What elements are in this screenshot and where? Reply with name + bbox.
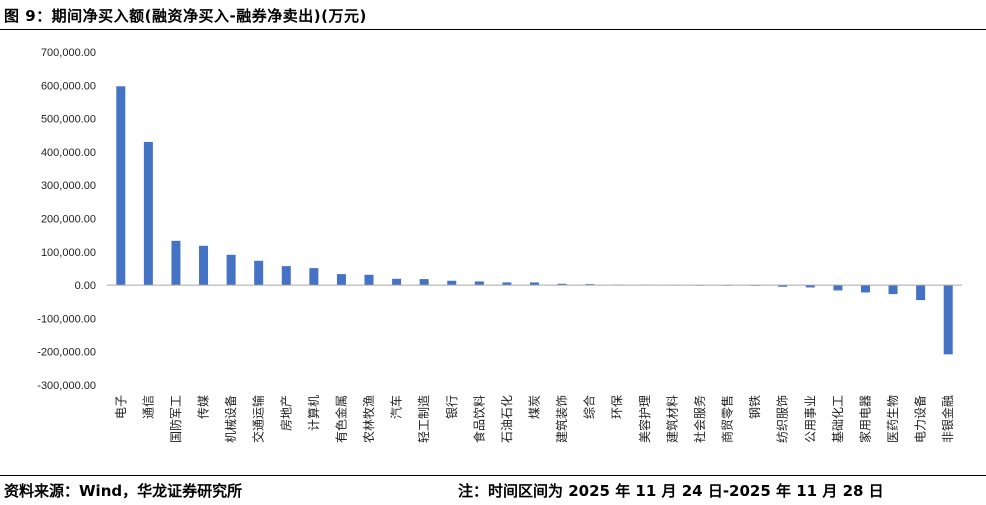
y-tick-label: -100,000.00 <box>37 313 96 325</box>
figure-title: 图 9：期间净买入额(融资净买入-融券净卖出)(万元) <box>4 7 367 25</box>
bottom-rule <box>0 475 986 476</box>
x-tick-label: 建筑装饰 <box>554 395 569 443</box>
y-tick-label: -300,000.00 <box>37 380 96 392</box>
bar-纺织服饰 <box>778 285 788 287</box>
bar-基础化工 <box>833 285 843 291</box>
x-tick-label: 家用电器 <box>857 395 872 443</box>
x-tick-label: 房地产 <box>278 395 293 431</box>
bar-轻工制造 <box>419 279 429 286</box>
x-tick-label: 纺织服饰 <box>776 395 790 443</box>
x-tick-label: 煤炭 <box>528 395 542 419</box>
x-tick-label: 医药生物 <box>886 395 900 443</box>
bar-通信 <box>143 141 153 286</box>
bar-房地产 <box>281 266 291 286</box>
bar-汽车 <box>392 278 402 286</box>
y-tick-label: 400,000.00 <box>41 147 96 159</box>
y-tick-label: 100,000.00 <box>41 247 96 259</box>
x-tick-label: 基础化工 <box>831 395 845 443</box>
x-tick-label: 商贸零售 <box>720 395 735 443</box>
bar-电力设备 <box>916 285 926 301</box>
top-rule <box>0 29 986 30</box>
bar-食品饮料 <box>474 281 484 286</box>
y-tick-label: 500,000.00 <box>41 114 96 126</box>
bar-国防军工 <box>171 240 181 286</box>
bar-石油石化 <box>502 282 512 286</box>
x-tick-label: 有色金属 <box>333 395 348 443</box>
x-tick-label: 综合 <box>582 395 597 419</box>
bar-非银金融 <box>943 285 953 355</box>
x-tick-label: 环保 <box>610 395 624 419</box>
y-tick-label: 0.00 <box>75 280 96 292</box>
x-tick-label: 食品饮料 <box>471 395 486 443</box>
x-tick-label: 建筑材料 <box>664 395 679 443</box>
bar-有色金属 <box>336 274 346 286</box>
x-tick-label: 国防军工 <box>168 395 183 443</box>
x-tick-label: 轻工制造 <box>417 395 431 443</box>
x-tick-label: 交通运输 <box>251 395 266 443</box>
x-tick-label: 电力设备 <box>914 395 928 443</box>
x-tick-label: 非银金融 <box>940 395 955 443</box>
bar-计算机 <box>309 268 319 286</box>
x-tick-label: 公用事业 <box>803 395 817 443</box>
bar-chart: 700,000.00 600,000.00 500,000.00 400,000.00… <box>37 47 962 443</box>
x-tick-label: 农林牧渔 <box>362 395 376 443</box>
x-tick-label: 石油石化 <box>500 395 514 443</box>
bar-建筑装饰 <box>557 283 567 286</box>
x-tick-label: 传媒 <box>196 395 211 419</box>
y-tick-label: 300,000.00 <box>41 180 96 192</box>
y-tick-label: 200,000.00 <box>41 214 96 226</box>
y-tick-label: 700,000.00 <box>41 47 96 59</box>
bar-银行 <box>447 280 457 286</box>
x-tick-label: 社会服务 <box>692 395 707 443</box>
bar-煤炭 <box>530 282 539 286</box>
bar-公用事业 <box>805 285 815 288</box>
x-tick-label: 机械设备 <box>223 395 238 443</box>
bar-医药生物 <box>888 285 898 295</box>
y-tick-label: -200,000.00 <box>37 347 96 359</box>
x-tick-label: 通信 <box>141 395 155 419</box>
bar-农林牧渔 <box>364 274 374 286</box>
date-range-note: 注：时间区间为 2025 年 11 月 24 日-2025 年 11 月 28 … <box>458 482 884 500</box>
x-tick-label: 电子 <box>114 395 128 419</box>
bar-series <box>116 86 953 355</box>
x-tick-label: 汽车 <box>389 395 404 419</box>
bar-传媒 <box>199 245 209 286</box>
y-axis-ticks: 700,000.00 600,000.00 500,000.00 400,000.00… <box>37 47 96 392</box>
x-axis-ticks: 电子 通信 国防军工 传媒 机械设备 交通运输 房地产 计算机 有色金属 农林牧渔 汽车 轻工制造 银行… <box>114 395 955 443</box>
bar-机械设备 <box>226 254 236 286</box>
source-note: 资料来源：Wind，华龙证券研究所 <box>4 482 243 500</box>
bar-电子 <box>116 86 126 286</box>
x-tick-label: 美容护理 <box>637 395 652 443</box>
x-tick-label: 钢铁 <box>748 395 762 419</box>
x-tick-label: 银行 <box>445 395 459 419</box>
y-tick-label: 600,000.00 <box>41 80 96 92</box>
bar-家用电器 <box>860 285 870 293</box>
bar-交通运输 <box>254 260 264 286</box>
x-tick-label: 计算机 <box>306 395 321 431</box>
